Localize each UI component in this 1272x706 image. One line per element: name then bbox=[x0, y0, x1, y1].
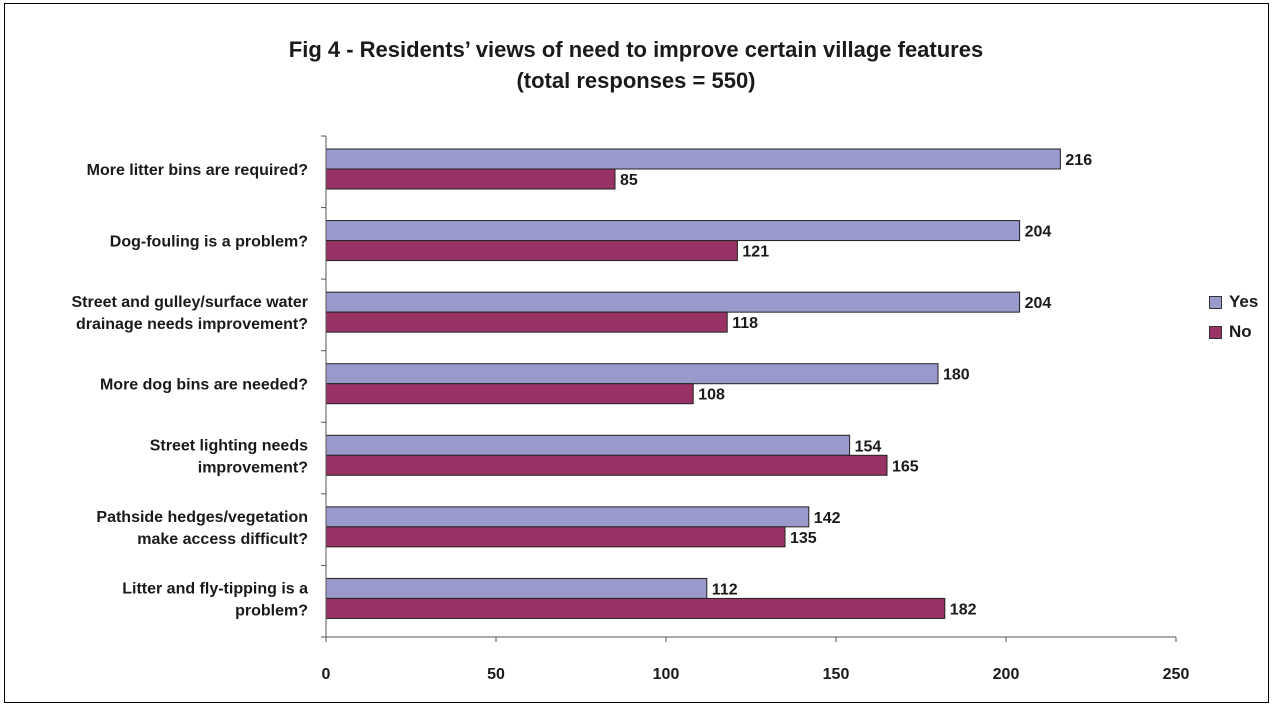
legend-label-yes: Yes bbox=[1229, 292, 1259, 311]
bar-yes-6 bbox=[325, 577, 708, 599]
chart-title-line-1: Fig 4 - Residents’ views of need to impr… bbox=[288, 37, 984, 62]
category-label-0-line-0: More litter bins are required? bbox=[87, 162, 308, 179]
category-label-4: Street lighting needs improvement? bbox=[150, 437, 308, 476]
x-tick-label-3: 150 bbox=[823, 666, 850, 683]
data-label-no-0: 85 bbox=[620, 172, 638, 189]
bar-yes-1 bbox=[325, 220, 1021, 242]
category-label-2: Street and gulley/surface water drainage … bbox=[71, 294, 308, 333]
chart-title-line-2: (total responses = 550) bbox=[516, 68, 756, 93]
data-label-no-2: 118 bbox=[732, 315, 758, 332]
legend-swatch-yes bbox=[1209, 295, 1222, 309]
category-label-6-line-1: problem? bbox=[235, 602, 308, 619]
category-label-5: Pathside hedges/vegetation make access di… bbox=[96, 509, 308, 548]
bar-no-5 bbox=[325, 526, 786, 548]
x-tick-label-4: 200 bbox=[993, 666, 1020, 683]
data-label-yes-1: 204 bbox=[1025, 224, 1052, 241]
data-label-yes-2: 204 bbox=[1025, 295, 1052, 312]
category-label-1: Dog-fouling is a problem? bbox=[110, 234, 308, 251]
bar-no-2 bbox=[325, 311, 728, 333]
bar-yes-3 bbox=[325, 363, 939, 385]
data-label-no-4: 165 bbox=[892, 458, 919, 475]
category-label-4-line-1: improvement? bbox=[198, 459, 308, 476]
data-label-yes-5: 142 bbox=[814, 510, 841, 527]
bar-yes-2 bbox=[325, 291, 1021, 313]
category-label-4-line-0: Street lighting needs bbox=[150, 437, 308, 454]
category-label-5-line-1: make access difficult? bbox=[137, 531, 308, 548]
data-label-yes-3: 180 bbox=[943, 367, 970, 384]
data-label-yes-6: 112 bbox=[712, 581, 738, 598]
category-label-0: More litter bins are required? bbox=[87, 162, 308, 179]
bar-no-4 bbox=[325, 454, 888, 476]
bar-no-0 bbox=[325, 168, 616, 190]
data-label-no-3: 108 bbox=[698, 387, 725, 404]
bar-no-3 bbox=[325, 383, 694, 405]
chart-title: Fig 4 - Residents’ views of need to impr… bbox=[0, 34, 1272, 96]
category-label-6-line-0: Litter and fly-tipping is a bbox=[122, 580, 308, 597]
category-label-5-line-0: Pathside hedges/vegetation bbox=[96, 509, 308, 526]
bar-yes-5 bbox=[325, 506, 810, 528]
legend-item-no: No bbox=[1209, 317, 1258, 347]
bar-no-1 bbox=[325, 240, 738, 262]
legend-label-no: No bbox=[1229, 322, 1252, 341]
category-label-6: Litter and fly-tipping is a problem? bbox=[122, 580, 308, 619]
bar-yes-0 bbox=[325, 148, 1061, 170]
bar-no-6 bbox=[325, 597, 946, 619]
x-tick-label-0: 0 bbox=[322, 666, 331, 683]
category-label-3: More dog bins are needed? bbox=[100, 377, 308, 394]
data-label-no-5: 135 bbox=[790, 530, 817, 547]
data-label-no-1: 121 bbox=[742, 244, 769, 261]
bar-yes-4 bbox=[325, 434, 851, 456]
legend-item-yes: Yes bbox=[1209, 287, 1258, 317]
data-label-no-6: 182 bbox=[950, 601, 977, 618]
category-label-1-line-0: Dog-fouling is a problem? bbox=[110, 234, 308, 251]
category-label-3-line-0: More dog bins are needed? bbox=[100, 377, 308, 394]
data-label-yes-4: 154 bbox=[855, 438, 882, 455]
x-tick-label-2: 100 bbox=[653, 666, 680, 683]
x-tick-label-1: 50 bbox=[487, 666, 505, 683]
legend: Yes No bbox=[1209, 287, 1258, 347]
category-label-2-line-0: Street and gulley/surface water bbox=[71, 294, 308, 311]
x-tick-label-5: 250 bbox=[1163, 666, 1190, 683]
category-label-2-line-1: drainage needs improvement? bbox=[76, 316, 308, 333]
legend-swatch-no bbox=[1209, 325, 1222, 339]
data-label-yes-0: 216 bbox=[1065, 152, 1092, 169]
